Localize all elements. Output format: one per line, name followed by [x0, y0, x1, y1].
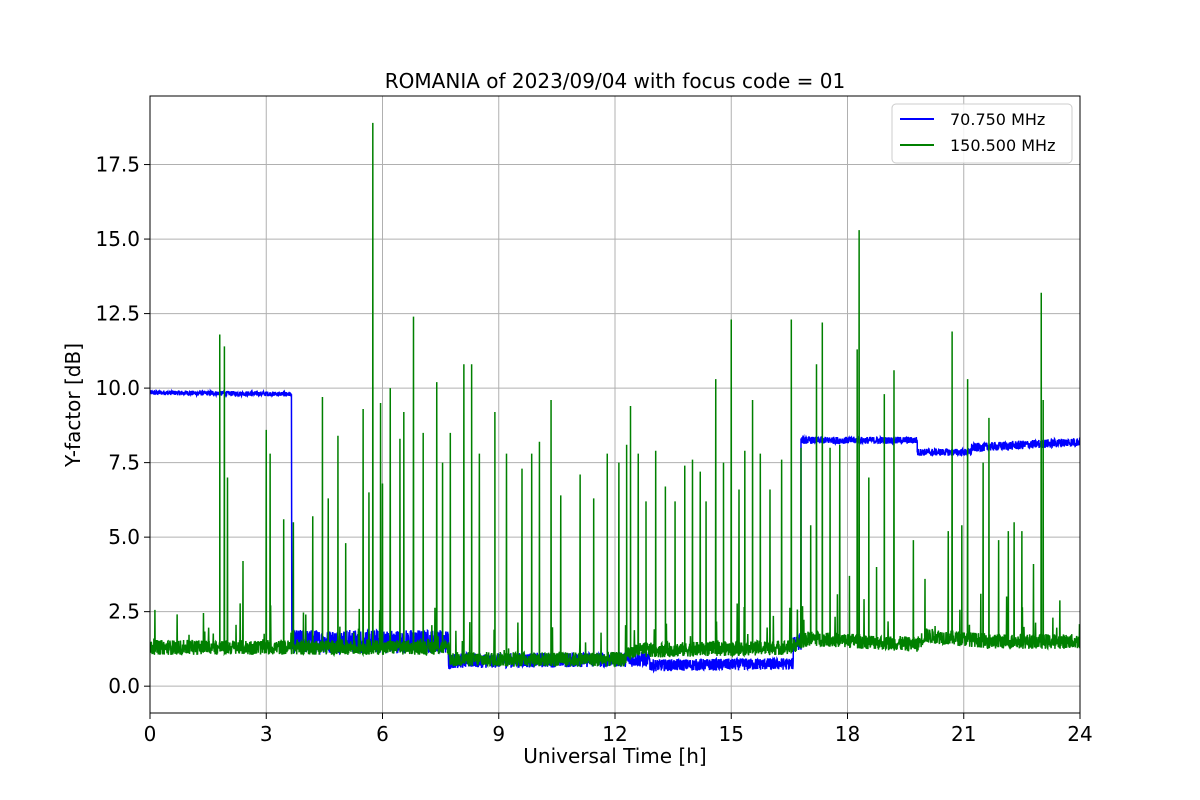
- legend-label-150mhz: 150.500 MHz: [950, 136, 1055, 155]
- y-axis-label: Y-factor [dB]: [61, 343, 85, 468]
- x-tick-label: 9: [492, 722, 505, 746]
- y-tick-label: 15.0: [95, 227, 140, 251]
- x-tick-label: 6: [376, 722, 389, 746]
- legend-box: [891, 103, 1073, 164]
- x-tick-label: 24: [1067, 722, 1092, 746]
- x-tick-label: 21: [951, 722, 976, 746]
- y-tick-label: 10.0: [95, 376, 140, 400]
- y-tick-label: 2.5: [108, 600, 140, 624]
- tick-layer: 0 3 6 9 12 15 18 21 24 0.0 2.5 5.0 7.5 10.0 12.5 15.0 17…: [95, 153, 1092, 746]
- x-axis-label: Universal Time [h]: [523, 744, 706, 768]
- x-tick-label: 3: [260, 722, 273, 746]
- x-tick-label: 18: [835, 722, 860, 746]
- x-tick-label: 15: [719, 722, 744, 746]
- legend-label-70mhz: 70.750 MHz: [950, 110, 1045, 129]
- y-tick-label: 5.0: [108, 525, 140, 549]
- x-tick-label: 0: [144, 722, 157, 746]
- y-tick-label: 17.5: [95, 153, 140, 177]
- y-tick-label: 12.5: [95, 302, 140, 326]
- y-tick-label: 7.5: [108, 451, 140, 475]
- chart-title: ROMANIA of 2023/09/04 with focus code = …: [385, 69, 845, 93]
- x-tick-label: 12: [602, 722, 627, 746]
- plot-layer: [150, 122, 1080, 674]
- legend: 70.750 MHz 150.500 MHz: [891, 103, 1073, 164]
- series-line-150mhz: [150, 122, 1080, 668]
- y-tick-label: 0.0: [108, 674, 140, 698]
